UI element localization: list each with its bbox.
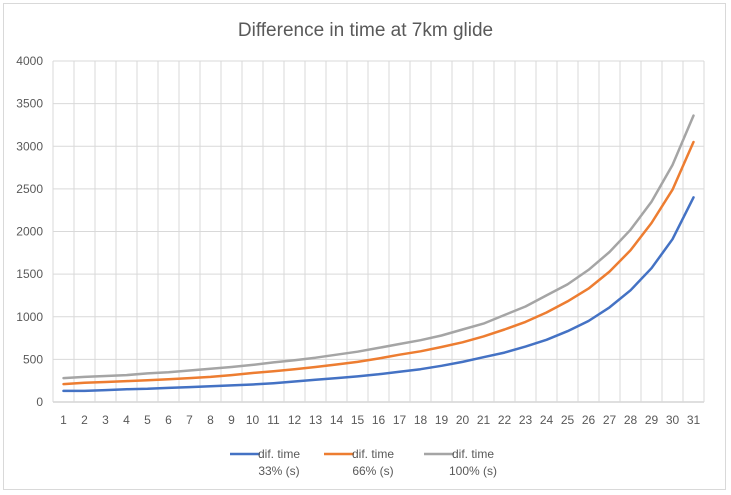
- legend-label-line2: 66% (s): [352, 464, 393, 478]
- legend-label-line1: dif. time: [352, 447, 394, 461]
- y-tick-label: 0: [36, 395, 43, 409]
- x-tick-label: 13: [309, 413, 323, 427]
- x-tick-label: 30: [666, 413, 680, 427]
- series-line-2: [62, 140, 695, 386]
- x-tick-label: 15: [351, 413, 365, 427]
- y-tick-label: 1000: [16, 310, 43, 324]
- x-tick-label: 5: [144, 413, 151, 427]
- x-tick-label: 27: [603, 413, 617, 427]
- x-tick-label: 9: [228, 413, 235, 427]
- y-tick-label: 2500: [16, 182, 43, 196]
- x-tick-label: 28: [624, 413, 638, 427]
- x-tick-label: 8: [207, 413, 214, 427]
- y-tick-label: 3000: [16, 139, 43, 153]
- x-tick-label: 26: [582, 413, 596, 427]
- x-tick-label: 6: [165, 413, 172, 427]
- x-tick-label: 14: [330, 413, 344, 427]
- x-tick-label: 31: [687, 413, 701, 427]
- x-tick-label: 10: [246, 413, 260, 427]
- x-tick-label: 2: [81, 413, 88, 427]
- y-tick-label: 4000: [16, 54, 43, 68]
- x-tick-label: 12: [288, 413, 302, 427]
- legend-label-line1: dif. time: [258, 447, 300, 461]
- x-tick-label: 22: [498, 413, 512, 427]
- legend-label-line2: 33% (s): [258, 464, 299, 478]
- chart-title: Difference in time at 7km glide: [237, 20, 494, 41]
- chart-area: Difference in time at 7km glide 0 500 1000…: [3, 3, 726, 490]
- x-tick-label: 23: [519, 413, 533, 427]
- y-tick-label: 500: [23, 352, 43, 366]
- x-tick-label: 20: [456, 413, 470, 427]
- series-line-1: [62, 196, 695, 393]
- x-tick-label: 1: [60, 413, 67, 427]
- x-tick-label: 18: [414, 413, 428, 427]
- y-tick-label: 1500: [16, 267, 43, 281]
- x-tick-label: 11: [267, 413, 280, 427]
- x-tick-label: 7: [186, 413, 193, 427]
- legend-label-line1: dif. time: [452, 447, 494, 461]
- x-tick-label: 17: [393, 413, 407, 427]
- x-tick-label: 25: [561, 413, 575, 427]
- series-line-3: [62, 114, 695, 380]
- x-tick-label: 29: [645, 413, 659, 427]
- x-tick-label: 19: [435, 413, 449, 427]
- x-tick-label: 4: [123, 413, 130, 427]
- y-tick-label: 2000: [16, 225, 43, 239]
- x-tick-label: 24: [540, 413, 554, 427]
- y-tick-label: 3500: [16, 97, 43, 111]
- x-tick-label: 16: [372, 413, 386, 427]
- x-tick-label: 3: [102, 413, 109, 427]
- legend-label-line2: 100% (s): [449, 464, 497, 478]
- x-tick-label: 21: [477, 413, 491, 427]
